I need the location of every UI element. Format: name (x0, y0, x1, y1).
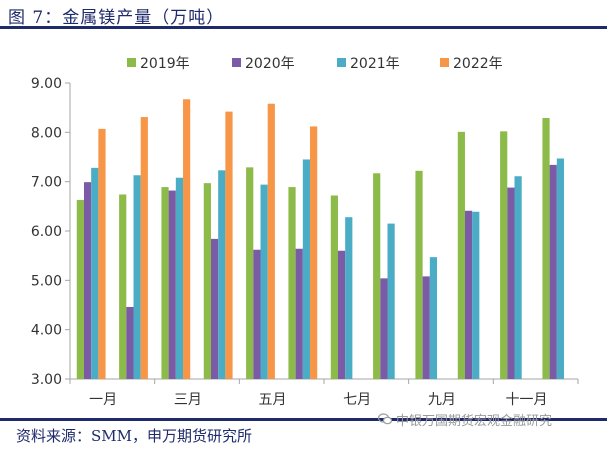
y-tick-label: 9.00 (31, 76, 62, 92)
bar-2020年-四月 (210, 238, 219, 379)
bar-2021年-十月 (472, 211, 480, 379)
legend-swatch-2022年 (440, 58, 449, 67)
y-tick-label: 7.00 (31, 175, 62, 191)
bar-2021年-五月 (260, 184, 268, 379)
bar-2019年-十月 (457, 131, 465, 379)
y-tick-label: 5.00 (31, 273, 62, 289)
bar-2021年-四月 (218, 170, 226, 379)
x-tick-label: 五月 (259, 392, 287, 408)
bar-2020年-六月 (295, 248, 303, 379)
bar-2019年-十一月 (500, 131, 508, 379)
bar-2019年-三月 (161, 187, 169, 379)
legend-label-2019年: 2019年 (140, 56, 190, 72)
x-tick-label: 一月 (89, 392, 117, 408)
bar-2021年-七月 (345, 217, 353, 379)
source-note: 资料来源：SMM，申万期货研究所 (16, 427, 252, 445)
bar-2021年-二月 (133, 175, 141, 379)
x-tick-label: 七月 (343, 392, 371, 408)
bar-2019年-十二月 (542, 118, 550, 379)
x-tick-label: 三月 (174, 392, 202, 408)
x-tick-label: 九月 (428, 392, 456, 408)
legend-swatch-2021年 (337, 58, 346, 67)
bar-2022年-六月 (310, 126, 318, 379)
legend-label-2020年: 2020年 (245, 56, 295, 72)
bar-2022年-四月 (225, 111, 233, 380)
bar-2020年-十二月 (549, 164, 557, 379)
bar-2020年-十一月 (507, 187, 515, 379)
bar-2022年-二月 (140, 117, 148, 379)
watermark: 中银万国期货宏观金融研究 (377, 410, 553, 429)
bar-2020年-十月 (464, 210, 473, 379)
x-tick-label: 十一月 (506, 392, 548, 408)
bar-2019年-二月 (119, 194, 127, 379)
bar-2021年-九月 (429, 257, 438, 379)
bar-2021年-一月 (91, 167, 99, 379)
bar-2022年-三月 (183, 99, 191, 379)
bar-2021年-十二月 (556, 158, 565, 379)
bar-2019年-九月 (415, 170, 423, 379)
bar-2020年-五月 (253, 249, 261, 379)
bar-2021年-三月 (175, 177, 184, 379)
legend-swatch-2019年 (127, 58, 136, 67)
bar-2019年-五月 (246, 167, 254, 379)
bar-2020年-二月 (126, 306, 134, 379)
y-tick-label: 8.00 (31, 125, 62, 141)
y-tick-label: 6.00 (31, 224, 62, 240)
figure-title: 图 7：金属镁产量（万吨） (8, 8, 225, 28)
bar-2020年-八月 (380, 278, 388, 379)
watermark-text: 中银万国期货宏观金融研究 (396, 414, 553, 429)
y-tick-label: 3.00 (31, 372, 62, 388)
legend-swatch-2020年 (232, 58, 241, 67)
footer-rule (0, 418, 607, 421)
bar-2021年-八月 (387, 223, 395, 379)
bar-2020年-七月 (337, 250, 346, 379)
bar-2022年-一月 (98, 128, 106, 379)
bar-2021年-十一月 (514, 176, 522, 379)
legend-label-2022年: 2022年 (453, 56, 503, 72)
bar-2019年-八月 (373, 173, 381, 379)
legend-label-2021年: 2021年 (350, 56, 400, 72)
bar-2019年-四月 (203, 183, 211, 379)
bar-2019年-一月 (76, 199, 84, 379)
bar-2019年-六月 (288, 187, 296, 379)
y-tick-label: 4.00 (31, 323, 62, 339)
bar-2020年-一月 (83, 182, 92, 379)
title-rule (0, 26, 607, 29)
bar-2020年-三月 (168, 190, 176, 379)
bar-2022年-五月 (267, 103, 275, 379)
bar-2021年-六月 (302, 159, 311, 379)
bar-2020年-九月 (422, 276, 430, 379)
bar-2019年-七月 (330, 195, 338, 379)
wechat-icon (377, 413, 393, 429)
